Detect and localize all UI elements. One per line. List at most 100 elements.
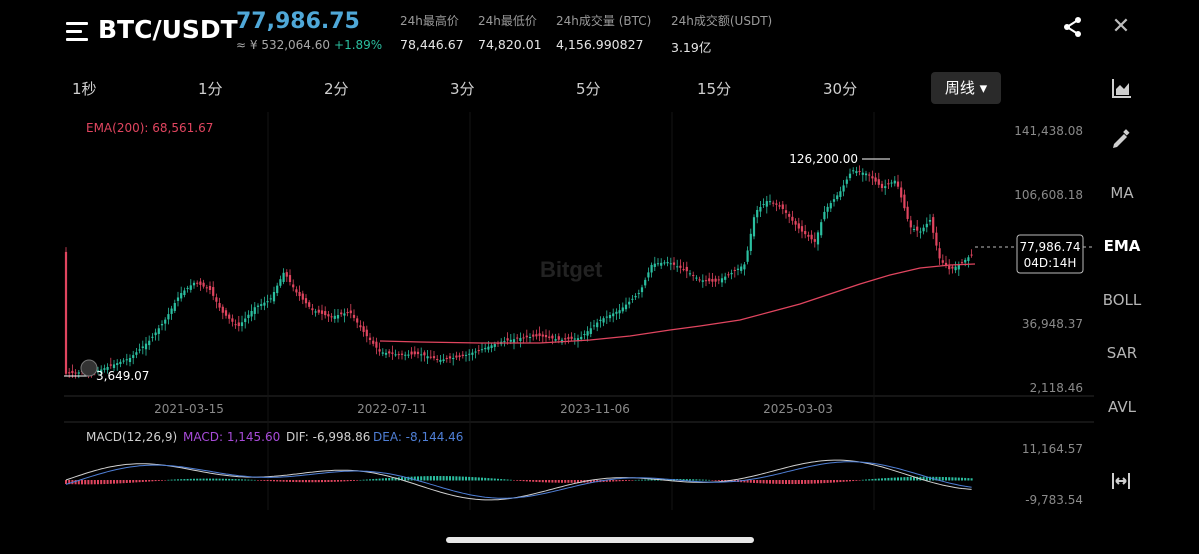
macd-bar [356, 480, 359, 481]
candle-body [941, 260, 944, 263]
macd-bar [625, 480, 627, 481]
tab-3m[interactable]: 3分 [450, 80, 475, 98]
candle-body [349, 310, 352, 314]
macd-bar [721, 480, 723, 482]
fit-width-icon[interactable] [1110, 470, 1132, 492]
candle-body [791, 216, 794, 221]
macd-bar [631, 480, 634, 481]
area-chart-icon[interactable] [1111, 77, 1133, 99]
candle-body [682, 269, 685, 271]
menu-icon[interactable] [66, 22, 88, 42]
stat-value: 3.19亿 [671, 40, 712, 55]
candle-body [717, 279, 720, 281]
macd-histogram [65, 476, 973, 485]
tab-weekly[interactable]: 周线 ▾ [931, 72, 1001, 104]
candle-body [839, 191, 842, 197]
candle-body [484, 347, 487, 350]
indicator-sar[interactable]: SAR [1106, 344, 1138, 362]
pair-title[interactable]: BTC/USDT [98, 15, 238, 44]
macd-bar [330, 480, 333, 482]
macd-bar [74, 480, 77, 485]
macd-bar [890, 477, 893, 481]
candle-body [394, 354, 397, 356]
candle-body [759, 207, 762, 212]
macd-bar [836, 480, 839, 483]
candle-body [237, 322, 240, 327]
candle-body [343, 313, 346, 316]
candle-body [324, 311, 327, 316]
macd-bar [417, 476, 419, 481]
macd-bar [125, 480, 128, 483]
macd-bar [180, 479, 183, 481]
macd-bar [372, 479, 375, 481]
candle-body [653, 263, 656, 267]
candle-body [842, 185, 845, 192]
candle-body [906, 206, 909, 219]
candle-body [800, 226, 804, 232]
candle-body [330, 316, 333, 318]
candle-body [468, 353, 471, 355]
macd-bar [762, 480, 765, 484]
tab-15m[interactable]: 15分 [697, 80, 732, 98]
candle-body [372, 340, 375, 344]
pencil-icon[interactable] [1110, 128, 1132, 150]
macd-bar [916, 476, 919, 481]
macd-bar [628, 480, 631, 481]
macd-bar [295, 480, 298, 483]
candle-body [336, 315, 340, 319]
macd-value: MACD: 1,145.60 [183, 430, 280, 444]
candlestick-chart[interactable]: Bitget EMA(200): 68,561.67 141,438.08 10… [0, 112, 1094, 512]
tab-1m[interactable]: 1分 [198, 80, 223, 98]
candle-body [96, 370, 100, 372]
close-icon[interactable]: ✕ [1111, 14, 1131, 39]
candle-body [196, 282, 199, 284]
tab-1s[interactable]: 1秒 [72, 80, 97, 98]
candle-body [951, 266, 954, 269]
candle-body [378, 349, 381, 352]
candle-body [304, 298, 308, 304]
macd-bar [183, 479, 186, 481]
macd-bar [218, 478, 221, 481]
stat-label: 24h成交量 (BTC) [556, 14, 652, 28]
candle-body [525, 335, 528, 338]
macd-bar [375, 478, 378, 481]
candle-body [647, 272, 650, 278]
candle-body [762, 204, 765, 206]
macd-bar [788, 480, 791, 485]
candle-body [205, 287, 208, 289]
macd-bar [785, 480, 787, 485]
candle-body [413, 351, 416, 355]
macd-bar [269, 480, 272, 482]
macd-bar [340, 480, 343, 482]
macd-bar [852, 480, 855, 482]
candle-body [487, 346, 490, 350]
low-marker-label: 3,649.07 [96, 369, 149, 383]
dea-line [65, 461, 972, 499]
candle-body [912, 229, 916, 230]
indicator-boll[interactable]: BOLL [1102, 291, 1142, 309]
macd-bar [423, 476, 426, 481]
macd-bar [532, 480, 535, 482]
candle-body [909, 220, 912, 228]
share-icon[interactable] [1062, 16, 1084, 38]
indicator-avl[interactable]: AVL [1108, 398, 1136, 416]
price-axis-label: 36,948.37 [1022, 317, 1083, 331]
indicator-ma[interactable]: MA [1110, 184, 1134, 202]
macd-bar [759, 480, 762, 484]
stat-label: 24h最高价 [400, 14, 459, 28]
candle-body [404, 354, 407, 356]
candle-body [416, 351, 420, 355]
macd-bar [129, 480, 131, 483]
candle-body [480, 349, 484, 351]
candle-body [823, 211, 826, 220]
indicator-ema[interactable]: EMA [1103, 237, 1141, 255]
tab-30m[interactable]: 30分 [823, 80, 858, 98]
candle-body [960, 262, 964, 264]
macd-bar [292, 480, 295, 482]
tab-5m[interactable]: 5分 [576, 80, 601, 98]
tab-2m[interactable]: 2分 [324, 80, 349, 98]
candle-body [679, 265, 682, 268]
macd-bar [954, 477, 957, 481]
macd-bar [692, 479, 695, 481]
watermark: Bitget [540, 257, 603, 282]
